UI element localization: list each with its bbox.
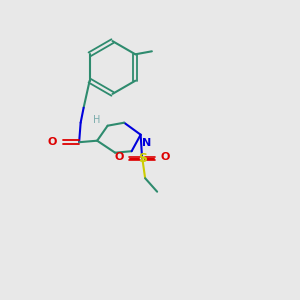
Text: O: O: [160, 152, 170, 162]
Text: O: O: [115, 152, 124, 162]
Text: O: O: [47, 137, 57, 147]
Text: N: N: [142, 138, 152, 148]
Text: H: H: [93, 115, 100, 125]
Text: S: S: [138, 152, 147, 165]
